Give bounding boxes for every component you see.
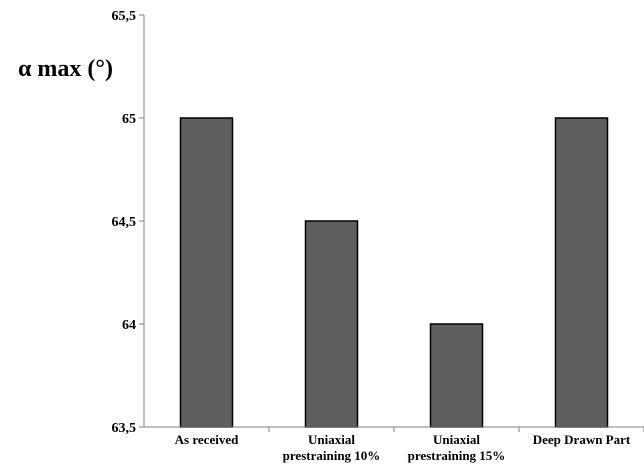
- y-tick-label: 65: [122, 112, 136, 127]
- x-axis-labels: As received Uniaxial prestraining 10% Uniax…: [175, 427, 644, 463]
- x-category-label: Uniaxial prestraining 10%: [283, 432, 381, 463]
- y-axis-ticks: 63,5 64 64,5 65 65,5: [112, 9, 144, 436]
- y-tick-label: 65,5: [112, 9, 137, 24]
- bar: [304, 220, 359, 428]
- y-tick-label: 64: [122, 318, 136, 333]
- bar: [429, 323, 484, 428]
- x-category-label: Uniaxial prestraining 15%: [408, 432, 506, 463]
- x-category-label: Deep Drawn Part: [533, 432, 631, 447]
- y-tick-label: 64,5: [112, 215, 137, 230]
- y-tick-label: 63,5: [112, 421, 137, 436]
- bar: [554, 117, 609, 428]
- y-axis-label: α max (°): [18, 56, 113, 82]
- bar: [179, 117, 234, 428]
- x-category-label: As received: [175, 432, 239, 447]
- bars: [179, 117, 609, 428]
